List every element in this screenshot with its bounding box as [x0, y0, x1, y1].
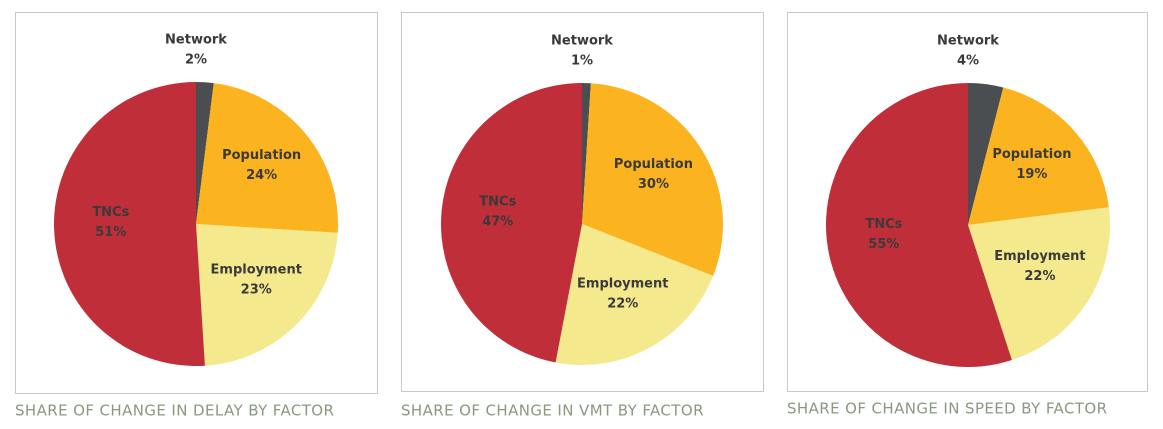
chart-caption: SHARE OF CHANGE IN DELAY BY FACTOR — [15, 402, 334, 420]
slice-label: TNCs — [92, 205, 129, 220]
pie-slice — [555, 224, 714, 365]
slice-value-label: 51% — [95, 225, 126, 240]
pie-slice — [196, 224, 338, 366]
slice-label: Network — [551, 34, 613, 49]
slice-value-label: 47% — [482, 215, 513, 230]
slice-value-label: 30% — [638, 177, 669, 192]
slice-value-label: 23% — [241, 283, 272, 298]
slice-value-label: 19% — [1016, 167, 1047, 182]
chart-frame — [15, 12, 378, 394]
pie-slice — [825, 83, 1012, 367]
slice-label: Population — [992, 147, 1071, 162]
slice-label: Population — [614, 157, 693, 172]
slice-label: Employment — [577, 277, 668, 292]
pie-slice — [968, 83, 1004, 225]
slice-label: Employment — [994, 249, 1085, 264]
slice-label: Employment — [211, 263, 302, 278]
slice-value-label: 4% — [957, 54, 979, 69]
chart-frame — [787, 12, 1148, 392]
slice-label: Network — [937, 34, 999, 49]
chart-caption: SHARE OF CHANGE IN SPEED BY FACTOR — [787, 400, 1107, 418]
slice-value-label: 22% — [607, 297, 638, 312]
pie-slice — [196, 83, 338, 233]
pie-slice — [196, 82, 214, 224]
pie-slice — [582, 83, 591, 224]
pie-slice — [441, 83, 582, 363]
slice-label: Population — [222, 148, 301, 163]
slice-label: Network — [165, 33, 227, 48]
chart-caption: SHARE OF CHANGE IN VMT BY FACTOR — [401, 402, 704, 420]
slice-value-label: 24% — [246, 168, 277, 183]
slice-value-label: 2% — [185, 53, 207, 68]
slice-value-label: 1% — [571, 54, 593, 69]
pie-slice — [582, 83, 723, 276]
chart-frame — [401, 12, 764, 392]
pie-slice — [53, 82, 205, 366]
slice-value-label: 22% — [1024, 269, 1055, 284]
pie-slice — [968, 87, 1109, 226]
slice-value-label: 55% — [868, 237, 899, 252]
slice-label: TNCs — [865, 217, 902, 232]
pie-slice — [968, 207, 1110, 361]
slice-label: TNCs — [479, 195, 516, 210]
